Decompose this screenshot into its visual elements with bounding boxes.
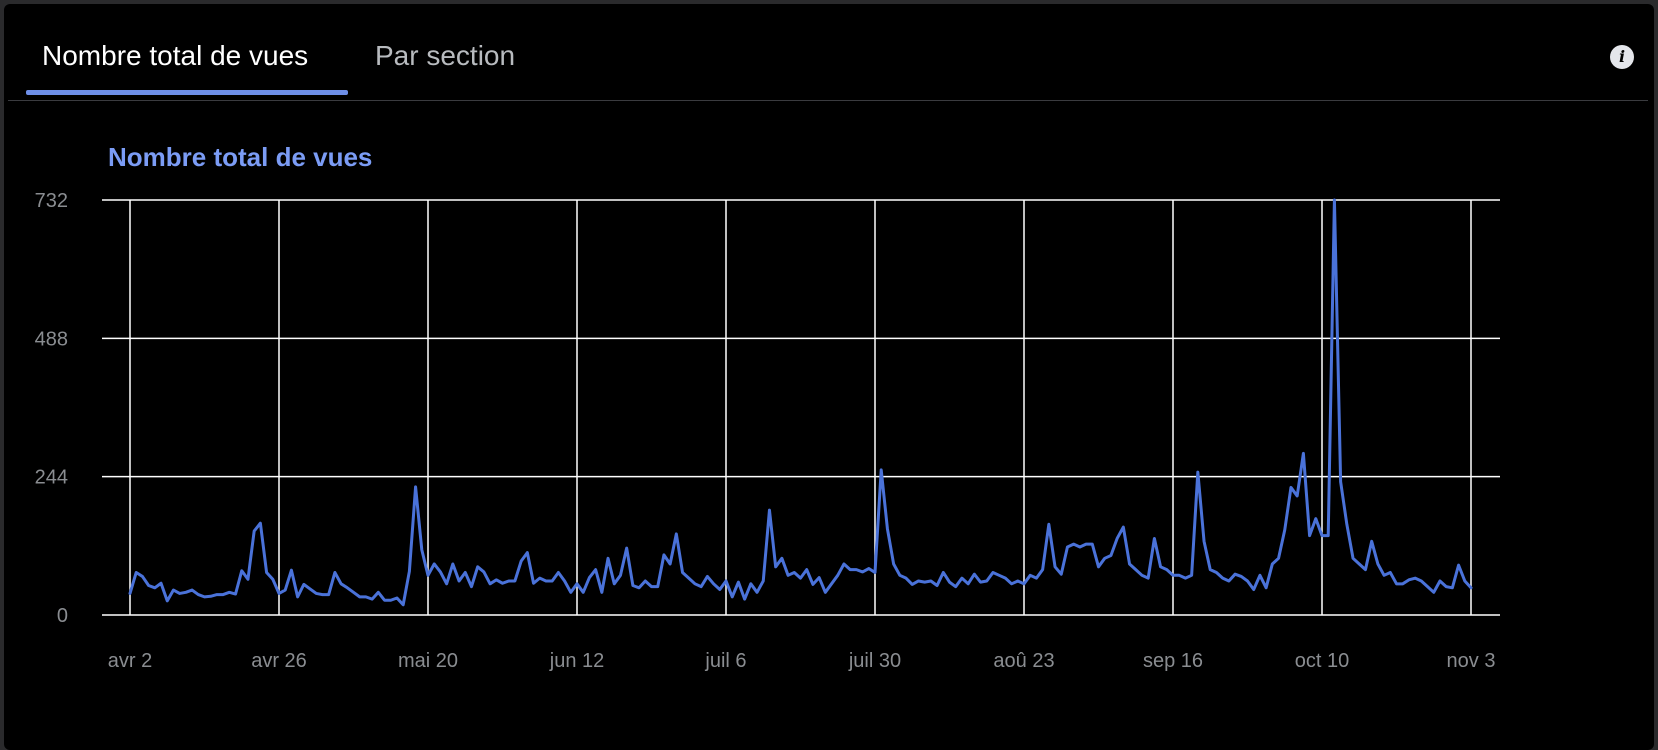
y-tick-label: 0 <box>57 605 68 627</box>
x-tick-label: aoû 23 <box>993 650 1054 672</box>
chart-title: Nombre total de vues <box>108 142 373 172</box>
x-tick-label: mai 20 <box>398 650 458 672</box>
tab-total-views[interactable]: Nombre total de vues <box>42 40 309 71</box>
x-tick-label: juil 30 <box>848 650 901 672</box>
y-tick-label: 732 <box>35 190 68 212</box>
x-tick-label: nov 3 <box>1447 650 1496 672</box>
x-tick-label: sep 16 <box>1143 650 1203 672</box>
tab-bar: Nombre total de vues Par section <box>8 4 1648 101</box>
x-tick-label: oct 10 <box>1295 650 1349 672</box>
info-icon[interactable]: i <box>1610 45 1634 69</box>
active-tab-indicator <box>26 90 348 95</box>
x-tick-label: juil 6 <box>704 650 746 672</box>
tab-by-section[interactable]: Par section <box>375 40 516 71</box>
x-tick-label: jun 12 <box>549 650 605 672</box>
y-tick-label: 244 <box>35 467 68 489</box>
y-tick-label: 488 <box>35 328 68 350</box>
views-series-line <box>128 198 1473 607</box>
x-tick-label: avr 2 <box>108 650 152 672</box>
x-tick-label: avr 26 <box>251 650 307 672</box>
insights-panel: Nombre total de vues Par section i Nombr… <box>4 4 1654 750</box>
views-line-chart: 0 244 488 732 avr 2 avr 26 mai 20 jun 12 juil 6 j… <box>35 190 1500 672</box>
